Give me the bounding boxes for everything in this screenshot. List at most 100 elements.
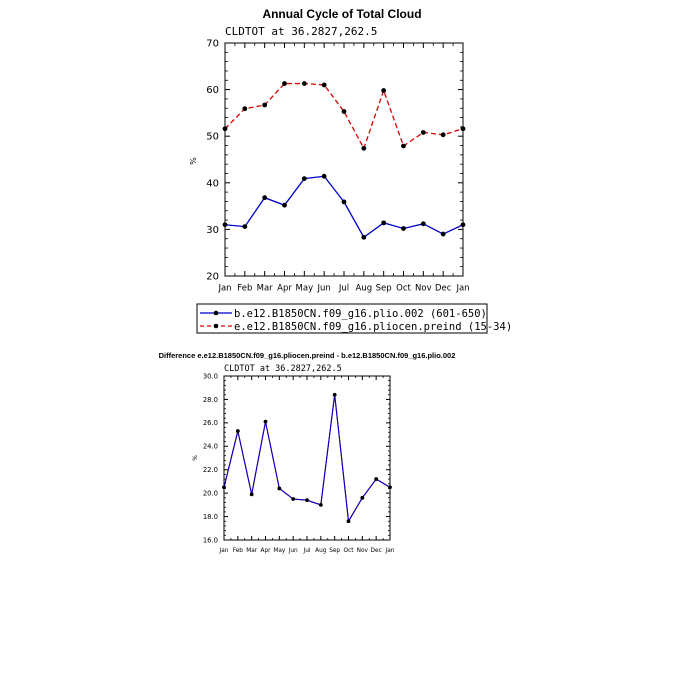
chart-2-ytick-label-7: 30.0	[203, 372, 218, 380]
chart-1-series-0-point-10	[420, 221, 426, 227]
chart-1-series-1-line	[224, 82, 464, 150]
chart-1-xtick-label-0: Jan	[217, 284, 231, 294]
chart-1-xtick-label-4: May	[296, 284, 314, 294]
chart-2-xtick-label-0: Jan	[219, 548, 229, 554]
chart-2-series-0-point-11	[374, 477, 379, 481]
chart-1-series-0-point-12	[460, 222, 466, 228]
chart-1-series-1-point-3	[282, 81, 287, 86]
chart-1-series-1-point-1	[242, 106, 248, 112]
chart-1: Annual Cycle of Total Cloud CLDTOT at 36…	[189, 7, 512, 334]
chart-2-series-0-point-3	[263, 419, 268, 424]
chart-2-xtick-label-7: Aug	[315, 548, 327, 554]
chart-2-ytick-label-2: 20.0	[203, 490, 218, 498]
chart-1-legend: b.e12.B1850CN.f09_g16.plio.002 (601-650)…	[196, 303, 512, 334]
chart-1-plot-frame	[224, 42, 464, 277]
chart-1-ytick-label-2: 40	[206, 178, 219, 189]
chart-1-xtick-label-6: Jul	[338, 284, 349, 294]
chart-1-xtick-label-7: Aug	[356, 284, 373, 294]
chart-2-ytick-label-4: 24.0	[203, 443, 218, 451]
chart-2-series-0-point-4	[277, 486, 282, 491]
chart-1-series-1-point-10	[420, 130, 426, 135]
chart-1-series-1-point-8	[381, 88, 387, 93]
chart-1-series-1-point-4	[301, 81, 307, 86]
chart-1-series-0-point-7	[361, 234, 367, 240]
chart-2-xtick-label-8: Sep	[329, 548, 340, 554]
chart-1-series-1-point-7	[361, 145, 367, 151]
chart-1-series-1-point-11	[440, 132, 446, 138]
chart-2-xtick-label-4: May	[273, 548, 286, 554]
chart-1-series-1-point-12	[460, 126, 466, 132]
chart-2-ylabel: %	[192, 455, 199, 461]
chart-2-axes: Jan Feb Mar Apr May Jun Jul Aug Sep Oct Nov Dec Jan1…	[203, 372, 395, 553]
chart-1-series-1-point-2	[262, 102, 268, 108]
chart-2-series-0-point-6	[305, 498, 309, 503]
chart-2-xtick-label-6: Jul	[303, 548, 311, 554]
chart-2-series	[222, 392, 392, 524]
chart-2-xtick-label-5: Jun	[288, 548, 298, 554]
chart-2-series-0-point-5	[291, 497, 296, 501]
chart-1-series-1-point-5	[321, 82, 327, 88]
chart-2-series-0-point-12	[388, 485, 392, 490]
chart-2-series-0-line	[223, 394, 391, 523]
chart-1-ytick-label-5: 70	[206, 39, 219, 50]
chart-1-ytick-label-0: 20	[206, 272, 219, 283]
legend-red-marker	[213, 323, 219, 329]
chart-2-series-0-point-8	[332, 392, 337, 397]
legend-blue-marker	[213, 310, 219, 316]
chart-2-xtick-label-1: Feb	[233, 548, 244, 554]
chart-1-series-1-point-0	[222, 126, 228, 132]
chart-1-xtick-label-9: Oct	[396, 284, 411, 294]
chart-1-xtick-label-3: Apr	[277, 284, 292, 294]
chart-1-series-0-point-6	[341, 199, 347, 205]
chart-2-xtick-label-12: Jan	[385, 548, 395, 554]
chart-2-xtick-label-3: Apr	[260, 548, 271, 554]
chart-1-series-0-point-8	[381, 220, 387, 226]
chart-1-xtick-label-8: Sep	[376, 284, 392, 294]
chart-1-ytick-label-4: 60	[206, 85, 219, 96]
legend-box	[196, 303, 488, 334]
chart-1-ytick-label-1: 30	[206, 225, 219, 236]
chart-2-series-0-point-0	[222, 485, 226, 490]
chart-2-xtick-label-10: Nov	[357, 548, 369, 554]
chart-1-series-0-point-11	[440, 231, 446, 237]
chart-1-title: Annual Cycle of Total Cloud	[262, 7, 421, 21]
chart-2-series-0-point-1	[235, 429, 240, 433]
chart-2-series-0-point-9	[346, 519, 351, 524]
chart-1-ylabel: %	[189, 157, 198, 165]
chart-1-series-1-point-6	[341, 109, 347, 114]
chart-2-ytick-label-3: 22.0	[203, 466, 218, 474]
chart-1-series	[222, 81, 466, 240]
chart-1-series-0-point-0	[222, 222, 228, 228]
chart-1-xtick-label-5: Jun	[317, 284, 331, 294]
legend-entry-2: e.e12.B1850CN.f09_g16.pliocen.preind (15…	[234, 321, 512, 333]
chart-2-xtick-label-9: Oct	[343, 548, 354, 554]
chart-1-series-0-point-1	[242, 224, 248, 230]
chart-2-xtick-label-2: Mar	[246, 548, 258, 554]
chart-1-xtick-label-1: Feb	[237, 284, 252, 294]
chart-2-ytick-label-6: 28.0	[203, 396, 218, 404]
chart-2-plot-frame	[223, 375, 391, 541]
chart-1-series-0-point-2	[262, 195, 268, 201]
chart-2: Difference e.e12.B1850CN.f09_g16.pliocen…	[159, 351, 456, 554]
chart-2-xtick-label-11: Dec	[371, 548, 382, 554]
chart-1-series-0-point-5	[321, 173, 327, 179]
chart-2-series-0-point-2	[249, 492, 254, 497]
chart-1-subtitle: CLDTOT at 36.2827,262.5	[225, 25, 377, 38]
chart-1-ytick-label-3: 50	[206, 132, 219, 143]
chart-1-xtick-label-10: Nov	[415, 284, 432, 294]
chart-1-series-1-point-9	[401, 143, 406, 149]
legend-entry-1: b.e12.B1850CN.f09_g16.plio.002 (601-650)	[234, 308, 487, 320]
chart-1-series-0-line	[224, 175, 464, 239]
chart-1-series-0-point-3	[282, 202, 287, 208]
chart-2-title: Difference e.e12.B1850CN.f09_g16.pliocen…	[159, 351, 456, 360]
chart-2-ytick-label-5: 26.0	[203, 419, 218, 427]
chart-1-xtick-label-2: Mar	[257, 284, 274, 294]
chart-2-subtitle: CLDTOT at 36.2827,262.5	[224, 364, 342, 374]
chart-1-xtick-label-12: Jan	[455, 284, 469, 294]
chart-2-series-0-point-10	[360, 495, 365, 500]
chart-1-xtick-label-11: Dec	[435, 284, 452, 294]
chart-2-series-0-point-7	[318, 502, 323, 507]
chart-1-series-0-point-4	[301, 176, 307, 182]
chart-2-ytick-label-0: 16.0	[203, 536, 218, 544]
